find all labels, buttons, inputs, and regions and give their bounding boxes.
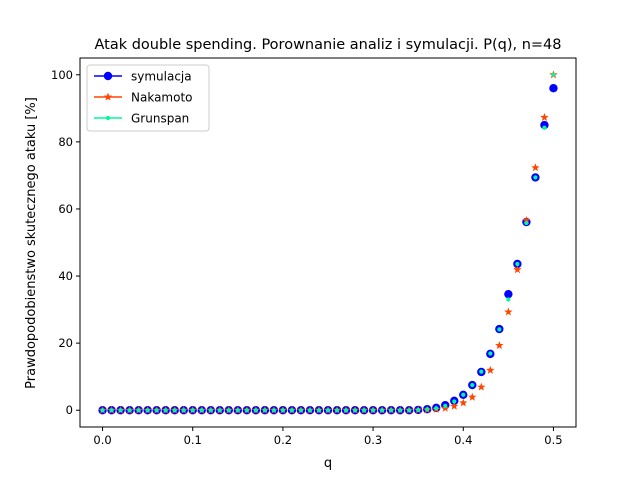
series-Grunspan-point: [452, 399, 457, 404]
series-Nakamoto-point: [486, 365, 495, 374]
legend-label-Grunspan: Grunspan: [131, 112, 189, 126]
series-symulacja-point: [549, 83, 558, 93]
series-Grunspan-point: [208, 408, 213, 413]
series-Grunspan-point: [488, 351, 493, 356]
series-Nakamoto-point: [513, 265, 522, 274]
series-Grunspan-point: [154, 408, 159, 413]
series-Grunspan-point: [352, 408, 358, 413]
series-Grunspan-point: [425, 407, 430, 412]
x-axis-label: q: [324, 456, 332, 471]
y-tick-label: 20: [58, 336, 73, 350]
series-Grunspan-point: [524, 220, 529, 226]
x-tick-label: 0.3: [364, 433, 382, 447]
series-Nakamoto-point: [495, 341, 504, 350]
x-tick-label: 0.5: [544, 433, 562, 447]
legend-marker-Nakamoto: [103, 92, 113, 101]
series-Grunspan-point: [217, 408, 222, 413]
series-Grunspan-point: [434, 406, 439, 411]
legend-label-symulacja: symulacja: [131, 70, 192, 84]
series-Grunspan-point: [316, 408, 322, 413]
legend-marker-symulacja: [103, 71, 113, 81]
series-Grunspan-point: [407, 408, 412, 413]
x-tick-label: 0.4: [454, 433, 472, 447]
series-Grunspan-point: [145, 408, 150, 413]
series-Nakamoto-point: [522, 215, 531, 224]
series-symulacja-point: [540, 120, 549, 130]
series-Grunspan-point: [163, 408, 168, 413]
series-Grunspan-point: [100, 408, 105, 413]
series-Grunspan-point: [380, 408, 385, 413]
series-Nakamoto-point: [477, 382, 486, 391]
series-Grunspan-point: [343, 408, 349, 413]
series-Grunspan-point: [370, 408, 376, 413]
series-Grunspan-point: [307, 408, 313, 413]
legend-box: [86, 64, 210, 132]
plot-frame: [79, 57, 577, 428]
y-axis-label: Prawdopodobienstwo skutecznego ataku [%]: [24, 97, 39, 389]
y-tick-label: 60: [58, 202, 73, 216]
series-Nakamoto-point: [531, 163, 540, 172]
x-tick-label: 0.1: [184, 433, 202, 447]
series-Grunspan-point: [289, 408, 295, 413]
series-Grunspan-point: [244, 408, 249, 413]
series-Grunspan-point: [118, 408, 123, 413]
series-Nakamoto-point: [468, 392, 477, 401]
x-tick-label: 0.2: [274, 433, 292, 447]
series-Grunspan-point: [506, 297, 511, 302]
series-Grunspan-point: [127, 408, 132, 413]
series-Grunspan-point: [190, 408, 195, 413]
legend-marker-Grunspan: [105, 115, 111, 121]
series-Grunspan-point: [416, 407, 421, 412]
series-Grunspan-point: [136, 408, 141, 413]
series-symulacja: [98, 83, 558, 415]
series-Grunspan-point: [551, 72, 556, 77]
legend: symulacja Nakamoto Grunspan: [86, 64, 210, 132]
series-Grunspan-point: [497, 327, 502, 332]
series-Grunspan-point: [280, 408, 286, 413]
series-Grunspan-point: [533, 175, 538, 180]
series-Grunspan-point: [542, 125, 547, 130]
legend-label-Nakamoto: Nakamoto: [131, 91, 193, 105]
series-Grunspan-point: [470, 382, 475, 388]
series-Grunspan-point: [515, 261, 520, 267]
series-Grunspan-point: [361, 408, 367, 413]
series-symulacja-point: [504, 289, 513, 299]
series-Grunspan-point: [172, 408, 177, 413]
series-Nakamoto-point: [450, 401, 459, 410]
series-Grunspan-point: [109, 408, 114, 413]
chart-title: Atak double spending. Porownanie analiz …: [94, 37, 561, 53]
series-Grunspan-point: [226, 408, 231, 413]
series-Grunspan-point: [262, 408, 267, 413]
series-Grunspan-point: [389, 408, 394, 413]
y-tick-label: 80: [58, 135, 73, 149]
series-Nakamoto-point: [504, 307, 513, 316]
series-Grunspan-point: [199, 408, 204, 413]
series-Grunspan-point: [298, 408, 304, 413]
y-tick-label: 0: [66, 403, 73, 417]
y-tick-label: 40: [58, 269, 73, 283]
series-Grunspan-point: [443, 403, 448, 408]
series-Grunspan-point: [325, 408, 331, 413]
series-Grunspan-point: [181, 408, 186, 413]
series-Grunspan-point: [334, 408, 340, 413]
series-Grunspan-point: [235, 408, 240, 413]
y-tick-label: 100: [51, 68, 73, 82]
series-Grunspan-point: [461, 392, 466, 397]
x-tick-label: 0.0: [93, 433, 111, 447]
series-Grunspan: [100, 72, 556, 413]
series-Nakamoto-point: [540, 112, 549, 121]
series-Grunspan-point: [253, 408, 258, 413]
series-Nakamoto-point: [459, 398, 468, 407]
series-Grunspan-point: [479, 369, 484, 374]
series-Grunspan-point: [398, 408, 403, 413]
series-Grunspan-point: [271, 408, 276, 413]
